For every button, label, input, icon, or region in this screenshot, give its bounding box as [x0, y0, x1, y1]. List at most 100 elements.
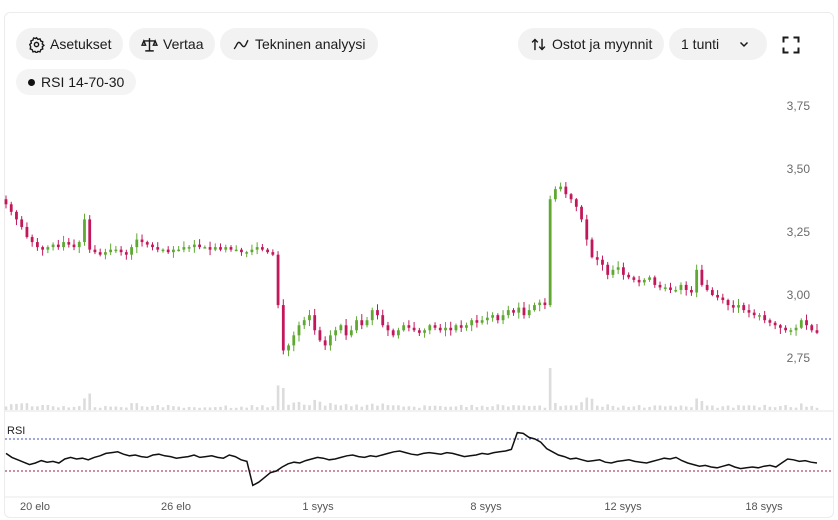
volume-bar: [355, 404, 358, 410]
candle-body: [538, 302, 542, 306]
volume-bar: [731, 407, 735, 410]
volume-bar: [407, 406, 411, 410]
technical-analysis-button[interactable]: Tekninen analyysi: [220, 28, 378, 60]
candle-body: [276, 254, 280, 306]
candle-body: [595, 257, 599, 260]
volume-bar: [370, 403, 374, 410]
volume-bar: [428, 405, 432, 410]
candle-body: [553, 189, 557, 200]
candle-body: [407, 325, 411, 328]
volume-bar: [292, 402, 296, 410]
candle-body: [564, 186, 568, 195]
candle-body: [198, 244, 201, 248]
volume-bar: [282, 387, 285, 410]
volume-bar: [318, 401, 322, 410]
candle-body: [151, 244, 154, 248]
candle-body: [517, 307, 521, 313]
volume-bar: [255, 407, 259, 410]
volume-bar: [145, 406, 149, 410]
candle-body: [653, 277, 657, 285]
volume-bar: [580, 402, 583, 410]
volume-bar: [57, 407, 60, 410]
candle-body: [250, 249, 254, 253]
volume-bar: [245, 407, 248, 410]
volume-bar: [313, 399, 317, 410]
candle-body: [203, 247, 207, 249]
candle-body: [297, 325, 301, 336]
candle-body: [224, 247, 228, 250]
volume-bar: [805, 406, 808, 410]
candle-body: [365, 320, 369, 326]
y-tick-label: 3,75: [787, 99, 811, 113]
volume-bar: [622, 405, 625, 410]
fullscreen-button[interactable]: [774, 28, 808, 62]
volume-bar: [512, 405, 515, 410]
volume-bar: [109, 406, 112, 410]
candle-body: [679, 284, 683, 290]
volume-bar: [88, 393, 92, 410]
volume-bar: [486, 406, 489, 410]
candle-body: [376, 310, 379, 316]
volume-bar: [679, 405, 683, 410]
candle-body: [41, 247, 45, 250]
rsi-indicator-chip[interactable]: RSI 14-70-30: [16, 69, 137, 95]
x-tick-label: 26 elo: [161, 501, 191, 513]
candle-body: [606, 264, 610, 275]
volume-bar: [412, 406, 416, 410]
volume-bar: [480, 405, 484, 410]
volume-bar: [470, 404, 473, 410]
candle-body: [130, 247, 133, 255]
volume-bar: [125, 407, 128, 410]
volume-bar: [418, 407, 421, 410]
candle-body: [710, 289, 714, 295]
candle-body: [271, 252, 275, 255]
volume-bar: [41, 404, 44, 410]
candle-body: [533, 305, 536, 311]
volume-bar: [758, 407, 761, 410]
settings-button[interactable]: Asetukset: [16, 28, 124, 60]
compare-button[interactable]: Vertaa: [129, 28, 216, 60]
volume-bar: [559, 406, 562, 410]
candle-body: [124, 252, 128, 255]
candle-body: [177, 249, 181, 252]
volume-bar: [51, 406, 55, 410]
volume-bar: [15, 403, 18, 410]
candle-body: [705, 284, 709, 290]
y-tick-label: 3,00: [787, 288, 811, 302]
volume-bar: [815, 407, 819, 410]
candle-body: [799, 320, 803, 328]
volume-bar: [465, 406, 468, 410]
volume-bar: [62, 406, 65, 410]
volume-bar: [77, 406, 81, 410]
trades-button[interactable]: Ostot ja myynnit: [518, 28, 665, 60]
volume-bar: [763, 404, 766, 410]
y-tick-label: 3,25: [787, 225, 811, 239]
candle-body: [62, 242, 65, 248]
volume-bar: [98, 407, 102, 410]
candle-body: [574, 199, 578, 207]
candle-body: [632, 277, 636, 280]
candle-body: [109, 249, 113, 253]
candle-body: [731, 305, 735, 308]
candle-body: [444, 327, 447, 331]
candle-body: [648, 277, 651, 280]
candle-body: [67, 242, 71, 245]
interval-select[interactable]: 1 tunti: [669, 28, 767, 60]
candle-body: [475, 320, 479, 323]
candle-body: [684, 284, 688, 290]
volume-bar: [193, 407, 196, 410]
candle-body: [292, 335, 296, 346]
volume-bar: [491, 406, 494, 410]
candle-body: [234, 249, 238, 252]
candle-body: [423, 330, 426, 333]
volume-bar: [611, 405, 615, 410]
candle-body: [114, 249, 118, 252]
volume-bar: [501, 405, 505, 410]
volume-bar: [690, 407, 693, 410]
candle-body: [381, 315, 385, 326]
candle-body: [25, 226, 29, 238]
candle-body: [768, 320, 772, 323]
candle-body: [726, 300, 730, 306]
volume-bar: [46, 405, 50, 410]
